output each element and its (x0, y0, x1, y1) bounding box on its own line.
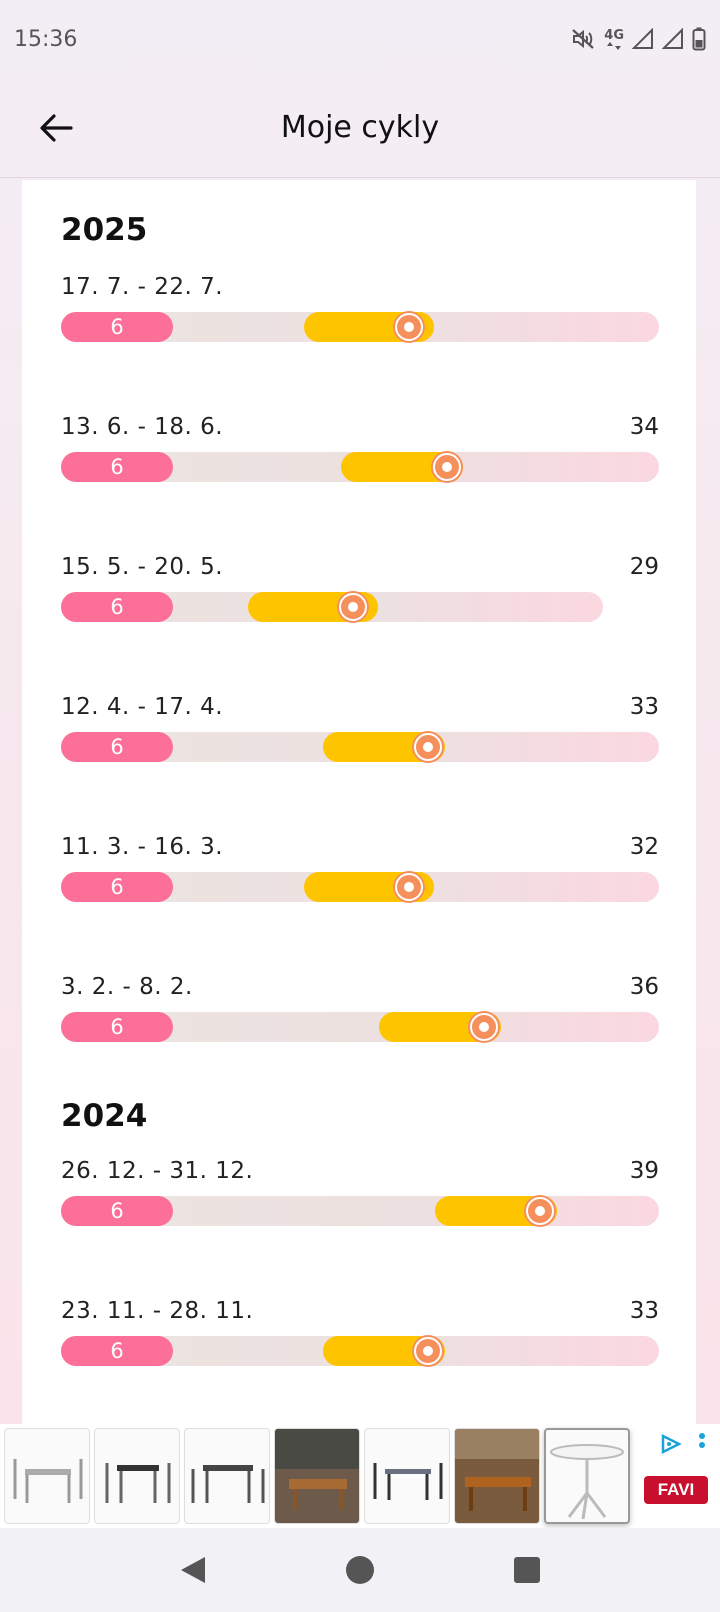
ovulation-marker (414, 1337, 442, 1365)
battery-icon (692, 27, 706, 51)
ad-choices-icon[interactable] (660, 1434, 682, 1454)
mute-icon (572, 29, 595, 49)
cycle-dates: 12. 4. - 17. 4. (61, 694, 224, 720)
cycle-dates: 15. 5. - 20. 5. (61, 554, 224, 580)
period-bar: 6 (61, 1196, 173, 1226)
period-bar: 6 (61, 592, 173, 622)
cycle-row[interactable]: 12. 4. - 17. 4. 33 6 (61, 694, 659, 774)
cycle-track: 6 (61, 1336, 659, 1366)
ad-product-thumbnail[interactable] (274, 1428, 360, 1524)
data-arrows-icon (607, 41, 622, 50)
ovulation-marker (470, 1013, 498, 1041)
period-bar: 6 (61, 732, 173, 762)
ovulation-marker (339, 593, 367, 621)
period-bar: 6 (61, 452, 173, 482)
cycle-length: 36 (629, 974, 659, 1000)
cycle-track: 6 (61, 872, 659, 902)
ad-product-thumbnail[interactable] (94, 1428, 180, 1524)
ad-banner[interactable]: FAVI (0, 1424, 720, 1528)
arrow-left-icon (40, 114, 73, 142)
ad-product-thumbnail[interactable] (4, 1428, 90, 1524)
nav-home-button[interactable] (330, 1540, 390, 1600)
cycle-length: 33 (629, 694, 659, 720)
cycle-track: 6 (61, 1012, 659, 1042)
back-triangle-icon (181, 1557, 206, 1583)
garden-furniture-image (455, 1429, 539, 1511)
recents-square-icon (513, 1557, 540, 1583)
status-time: 15:36 (14, 26, 78, 52)
cycle-length: 29 (629, 554, 659, 580)
period-bar: 6 (61, 1336, 173, 1366)
ad-product-thumbnail[interactable] (544, 1428, 630, 1524)
garden-furniture-image (13, 1459, 83, 1503)
cycle-dates: 11. 3. - 16. 3. (61, 834, 224, 860)
system-nav-bar (0, 1528, 720, 1612)
more-options-icon[interactable] (698, 1432, 706, 1454)
status-icons: 4G (570, 27, 706, 51)
ad-brand-area: FAVI (634, 1428, 714, 1524)
year-heading-2024: 2024 (61, 1098, 148, 1134)
page-title: Moje cykly (280, 110, 440, 145)
cycles-list[interactable]: 2025 17. 7. - 22. 7. 6 13. 6. - 18. 6. 3… (22, 180, 696, 1424)
cycle-row[interactable]: 17. 7. - 22. 7. 6 (61, 274, 659, 354)
cycle-length: 39 (629, 1158, 659, 1184)
cycle-track: 6 (61, 452, 659, 482)
ad-product-thumbnail[interactable] (454, 1428, 540, 1524)
garden-furniture-image (191, 1465, 265, 1503)
ad-product-thumbnail[interactable] (184, 1428, 270, 1524)
cycle-track: 6 (61, 312, 659, 342)
favi-logo[interactable]: FAVI (644, 1476, 708, 1504)
cycle-row[interactable]: 23. 11. - 28. 11. 33 6 (61, 1298, 659, 1378)
ad-product-thumbnail[interactable] (364, 1428, 450, 1524)
ovulation-marker (395, 873, 423, 901)
cycle-length: 33 (629, 1298, 659, 1324)
cycle-track: 6 (61, 732, 659, 762)
home-circle-icon (345, 1556, 374, 1584)
cycle-dates: 13. 6. - 18. 6. (61, 414, 224, 440)
garden-furniture-image (105, 1463, 171, 1503)
ovulation-marker (395, 313, 423, 341)
cycle-row[interactable]: 26. 12. - 31. 12. 39 6 (61, 1158, 659, 1238)
status-bar: 15:36 4G (0, 0, 720, 78)
network-label: 4G (604, 27, 624, 43)
cycle-row[interactable]: 15. 5. - 20. 5. 29 6 (61, 554, 659, 634)
cycle-dates: 23. 11. - 28. 11. (61, 1298, 254, 1324)
period-bar: 6 (61, 872, 173, 902)
cycle-row[interactable]: 3. 2. - 8. 2. 36 6 (61, 974, 659, 1054)
period-bar: 6 (61, 312, 173, 342)
nav-back-button[interactable] (163, 1540, 223, 1600)
cycle-length: 34 (629, 414, 659, 440)
cycle-row[interactable]: 11. 3. - 16. 3. 32 6 (61, 834, 659, 914)
garden-furniture-image (373, 1463, 443, 1500)
ovulation-marker (433, 453, 461, 481)
cycle-row[interactable]: 13. 6. - 18. 6. 34 6 (61, 414, 659, 494)
ovulation-marker (414, 733, 442, 761)
back-button[interactable] (28, 100, 84, 156)
signal-icon (662, 28, 683, 49)
cycle-dates: 26. 12. - 31. 12. (61, 1158, 254, 1184)
cycle-track: 6 (61, 1196, 659, 1226)
period-bar: 6 (61, 1012, 173, 1042)
network-indicator: 4G (604, 29, 624, 50)
cycle-track: 6 (61, 592, 603, 622)
cycle-length: 32 (629, 834, 659, 860)
garden-furniture-image (275, 1429, 359, 1509)
round-table-image (550, 1444, 624, 1520)
cycle-dates: 3. 2. - 8. 2. (61, 974, 193, 1000)
nav-recents-button[interactable] (497, 1540, 557, 1600)
signal-icon (632, 28, 653, 49)
ovulation-marker (526, 1197, 554, 1225)
year-heading-2025: 2025 (61, 212, 148, 248)
app-bar: Moje cykly (0, 78, 720, 178)
cycle-dates: 17. 7. - 22. 7. (61, 274, 224, 300)
